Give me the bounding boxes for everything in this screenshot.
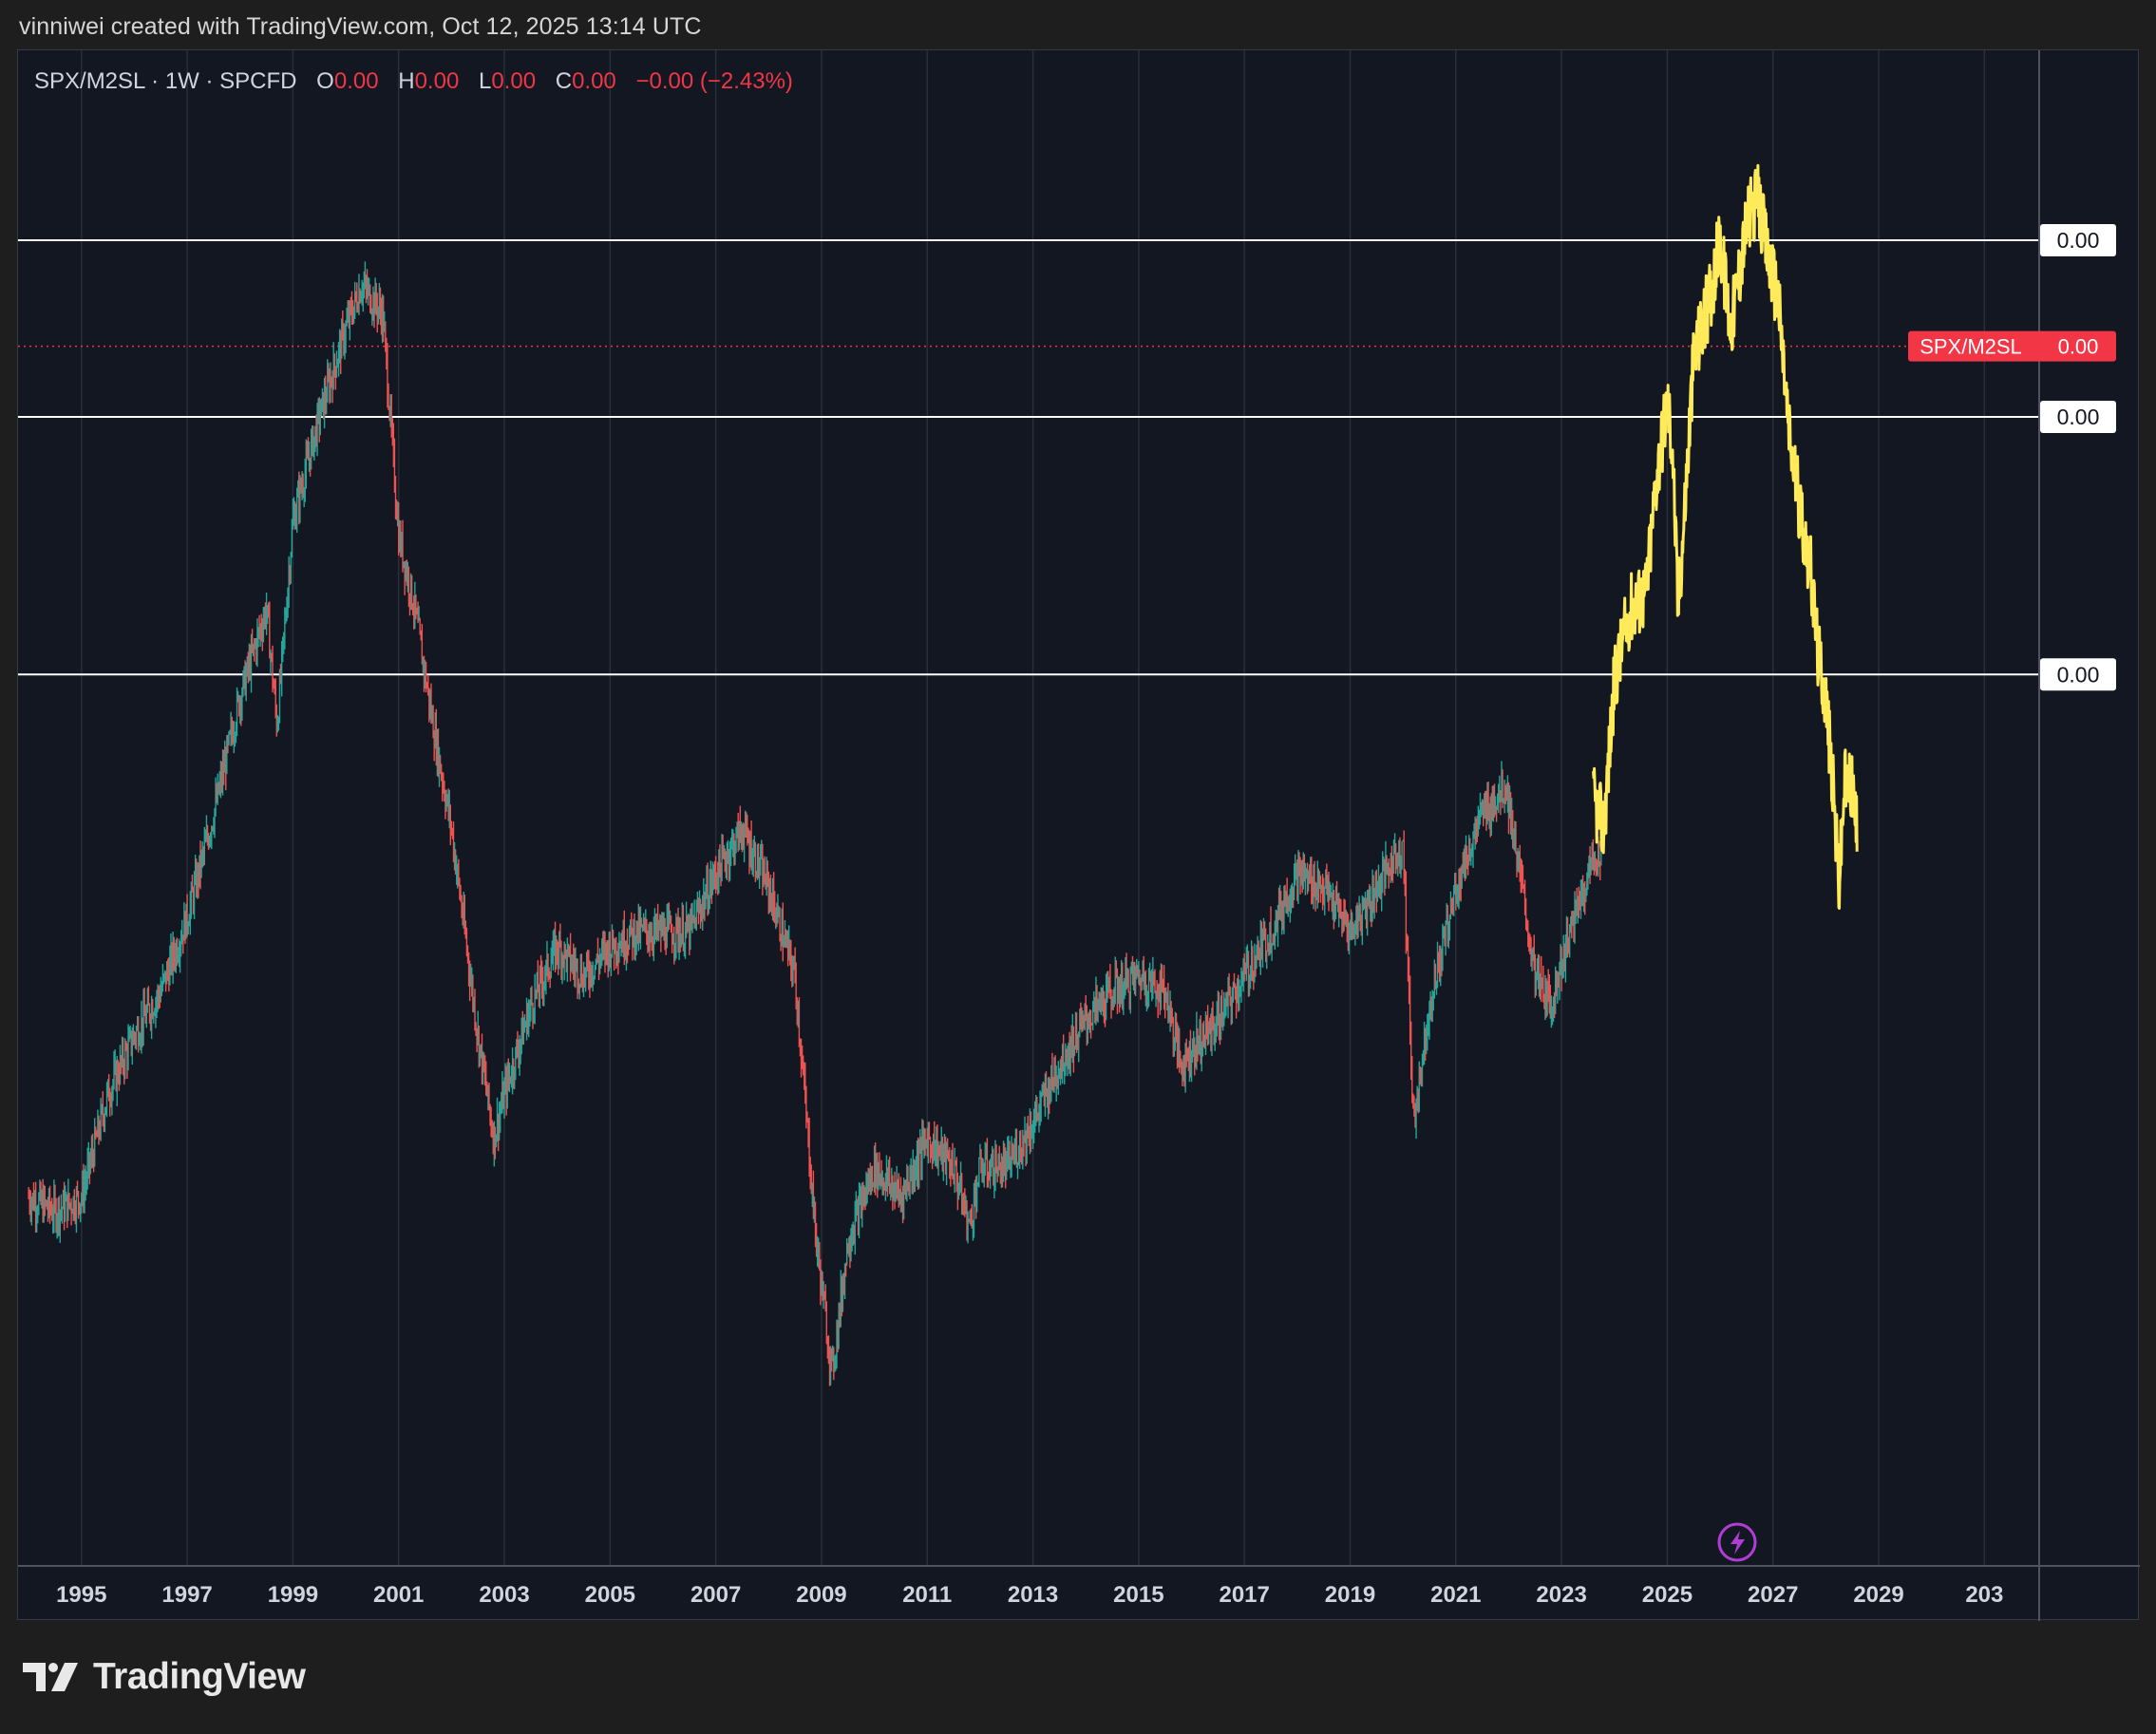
x-tick-2005: 2005 [585, 1582, 635, 1608]
level-badge-value: 0.00 [2057, 405, 2100, 429]
symbol-legend: SPX/M2SL · 1W · SPCFD O0.00 H0.00 L0.00 … [34, 68, 793, 95]
level-badge-value: 0.00 [2057, 662, 2100, 687]
x-tick-2003: 2003 [479, 1582, 529, 1608]
x-tick-2029: 2029 [1853, 1582, 1903, 1608]
open-label: O [316, 68, 334, 94]
x-tick-2017: 2017 [1219, 1582, 1269, 1608]
x-tick-1999: 1999 [268, 1582, 318, 1608]
x-tick-2011: 2011 [902, 1582, 952, 1608]
x-tick-203: 203 [1965, 1582, 2003, 1608]
brand-name: TradingView [93, 1656, 306, 1697]
alert-bolt-icon[interactable] [1717, 1522, 1757, 1562]
x-tick-2013: 2013 [1008, 1582, 1058, 1608]
projection-line[interactable] [1592, 163, 1859, 910]
x-tick-1997: 1997 [161, 1582, 212, 1608]
level-badge [2040, 401, 2116, 433]
x-tick-2015: 2015 [1113, 1582, 1163, 1608]
x-tick-2009: 2009 [796, 1582, 846, 1608]
x-tick-2007: 2007 [690, 1582, 741, 1608]
x-tick-2025: 2025 [1642, 1582, 1693, 1608]
current-price-symbol: SPX/M2SL [1920, 335, 2022, 359]
chart-pane[interactable]: 1995 1997 1999 2001 2003 2005 2007 2009 2011 2013… [17, 49, 2140, 1621]
level-badge [2040, 658, 2116, 691]
x-tick-2027: 2027 [1748, 1582, 1798, 1608]
high-value: 0.00 [414, 68, 460, 94]
current-price-badge[interactable] [1908, 330, 2116, 362]
tradingview-brand[interactable]: TradingView [23, 1654, 306, 1700]
x-tick-2023: 2023 [1536, 1582, 1586, 1608]
level-badge-value: 0.00 [2057, 228, 2100, 253]
change-value: −0.00 (−2.43%) [635, 68, 793, 94]
tradingview-logo-icon [23, 1663, 78, 1691]
symbol-name[interactable]: SPX/M2SL · 1W · SPCFD [34, 68, 297, 94]
x-tick-2001: 2001 [373, 1582, 424, 1608]
close-value: 0.00 [572, 68, 616, 94]
open-value: 0.00 [333, 68, 379, 94]
low-label: L [478, 68, 492, 94]
chart-canvas[interactable]: 1995 1997 1999 2001 2003 2005 2007 2009 2011 2013… [18, 50, 2140, 1621]
level-badge [2040, 224, 2116, 256]
current-price-value: 0.00 [2058, 335, 2099, 359]
high-label: H [398, 68, 415, 94]
close-label: C [555, 68, 573, 94]
x-tick-2021: 2021 [1430, 1582, 1481, 1608]
low-value: 0.00 [491, 68, 537, 94]
x-tick-2019: 2019 [1325, 1582, 1375, 1608]
attribution-text: vinniwei created with TradingView.com, O… [19, 13, 702, 40]
x-tick-1995: 1995 [56, 1582, 106, 1608]
